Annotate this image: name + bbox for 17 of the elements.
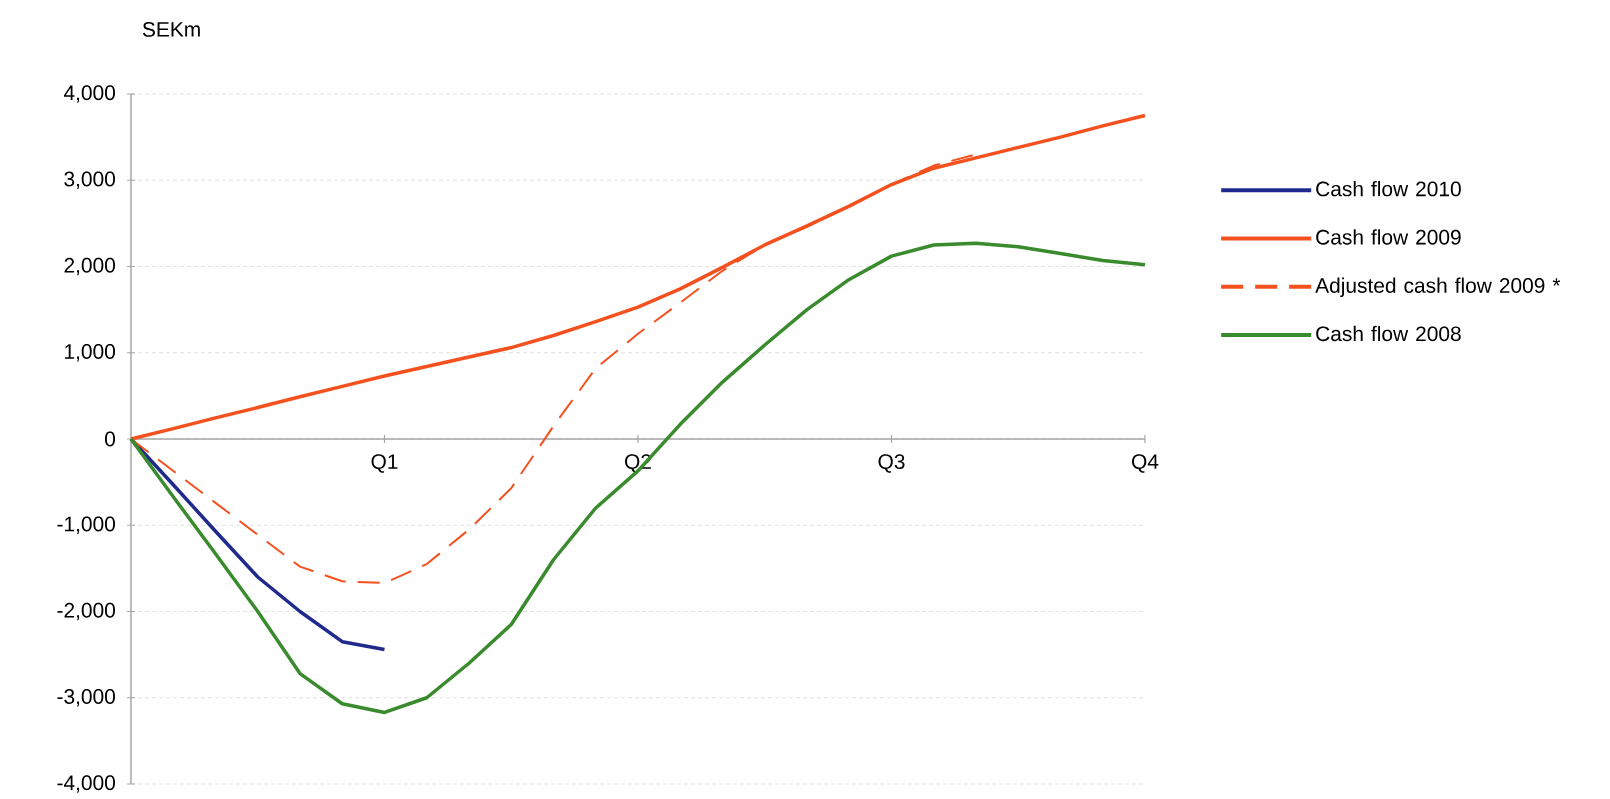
y-tick-label: -2,000 [57, 602, 115, 621]
legend-label: Cash flow 2009 [1316, 229, 1461, 245]
x-tick-label: Q1 [371, 454, 398, 473]
y-tick-label: 3,000 [64, 171, 115, 189]
legend-label: Cash flow 2010 [1316, 180, 1461, 197]
y-tick-label: 2,000 [64, 257, 115, 276]
y-tick-label: 4,000 [63, 85, 115, 103]
x-tick-label: Q3 [878, 454, 905, 473]
y-tick-label: -1,000 [57, 516, 115, 534]
y-tick-label: -3,000 [57, 689, 115, 707]
x-tick-label: Q4 [1132, 454, 1159, 473]
y-axis-title: SEKm [142, 22, 200, 37]
y-tick-label: 1,000 [65, 344, 115, 362]
y-tick-label: -4,000 [57, 775, 115, 793]
legend-label: Adjusted cash flow 2009 * [1315, 277, 1561, 298]
y-tick-label: 0 [105, 431, 116, 447]
legend-label: Cash flow 2008 [1316, 325, 1461, 342]
